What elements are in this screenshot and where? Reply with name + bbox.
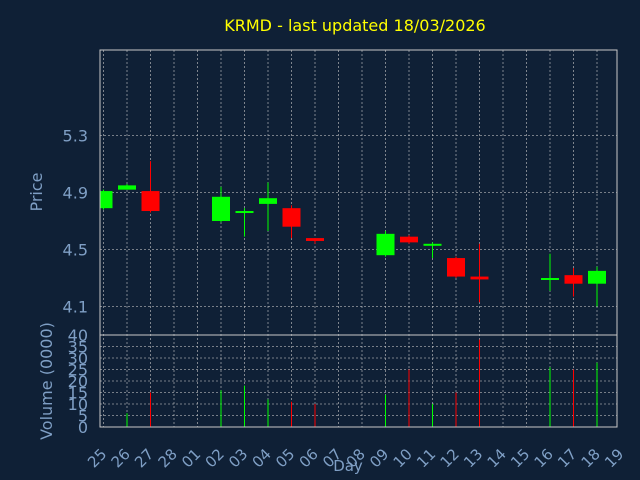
day-tick-label: 19 bbox=[601, 445, 627, 471]
day-tick-label: 13 bbox=[460, 445, 486, 471]
day-tick-label: 10 bbox=[390, 445, 416, 471]
candle-body bbox=[588, 270, 606, 284]
volume-axis-label: Volume (0000) bbox=[37, 322, 56, 440]
tick-labels: 5.34.94.54.14035302520151050252627280102… bbox=[63, 127, 628, 472]
grid-lines bbox=[100, 50, 617, 427]
candle-body bbox=[259, 198, 277, 204]
candle-body bbox=[423, 243, 442, 246]
candle-body bbox=[141, 191, 160, 212]
candle-body bbox=[376, 233, 395, 256]
day-tick-label: 14 bbox=[484, 445, 510, 471]
candle-body bbox=[282, 208, 301, 227]
day-tick-label: 01 bbox=[178, 445, 204, 471]
day-tick-label: 17 bbox=[554, 445, 580, 471]
volume-tick-label: 5 bbox=[78, 407, 88, 426]
plot-frame bbox=[99, 49, 618, 428]
day-tick-label: 16 bbox=[531, 445, 557, 471]
volume-tick-label: 0 bbox=[78, 418, 88, 437]
day-tick-label: 12 bbox=[437, 445, 463, 471]
day-tick-label: 18 bbox=[578, 445, 604, 471]
candle-body bbox=[212, 196, 230, 221]
candle-body bbox=[118, 185, 136, 190]
day-tick-label: 09 bbox=[366, 445, 392, 471]
price-tick-label: 5.3 bbox=[63, 127, 88, 146]
candle-body bbox=[306, 238, 324, 241]
price-tick-label: 4.1 bbox=[63, 298, 88, 317]
day-tick-label: 27 bbox=[131, 445, 157, 471]
day-tick-label: 11 bbox=[413, 445, 439, 471]
chart-title: KRMD - last updated 18/03/2026 bbox=[224, 16, 485, 35]
candle-body bbox=[541, 278, 559, 280]
candle-body bbox=[100, 191, 113, 209]
volume-tick-label: 20 bbox=[68, 372, 88, 391]
candle-body bbox=[470, 276, 489, 280]
price-axis-label: Price bbox=[27, 172, 46, 211]
candle-body bbox=[400, 236, 418, 243]
volume-tick-label: 15 bbox=[68, 384, 88, 403]
volume-tick-label: 25 bbox=[68, 361, 88, 380]
day-tick-label: 15 bbox=[507, 445, 533, 471]
candle-body bbox=[447, 258, 465, 277]
volume-tick-label: 40 bbox=[68, 326, 88, 345]
day-tick-label: 05 bbox=[272, 445, 298, 471]
candles bbox=[100, 161, 606, 307]
volume-tick-label: 10 bbox=[68, 395, 88, 414]
day-tick-label: 25 bbox=[84, 445, 110, 471]
price-tick-label: 4.9 bbox=[63, 184, 88, 203]
day-tick-label: 04 bbox=[249, 445, 275, 471]
volume-bars bbox=[126, 339, 598, 427]
day-tick-label: 28 bbox=[155, 445, 181, 471]
candle-body bbox=[564, 275, 583, 284]
price-tick-label: 4.5 bbox=[63, 241, 88, 260]
day-axis-label: Day bbox=[333, 457, 363, 475]
day-tick-label: 02 bbox=[202, 445, 228, 471]
plot-border bbox=[99, 49, 618, 428]
day-tick-label: 03 bbox=[225, 445, 251, 471]
volume-tick-label: 30 bbox=[68, 349, 88, 368]
day-tick-label: 06 bbox=[296, 445, 322, 471]
candle-body bbox=[235, 211, 254, 214]
volume-tick-label: 35 bbox=[68, 338, 88, 357]
day-tick-label: 26 bbox=[108, 445, 134, 471]
